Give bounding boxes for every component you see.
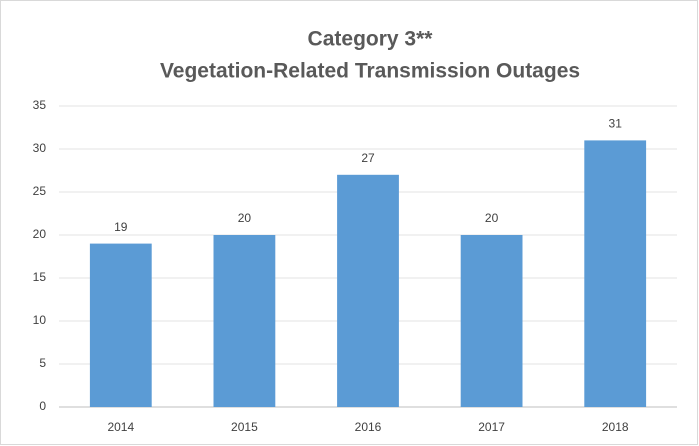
chart-title: Vegetation-Related Transmission Outages	[160, 60, 580, 83]
data-label: 20	[485, 211, 499, 225]
x-tick-label: 2014	[107, 420, 134, 434]
x-tick-label: 2015	[231, 420, 258, 434]
bar	[213, 235, 276, 407]
x-tick-label: 2018	[602, 420, 629, 434]
bar	[460, 235, 523, 407]
y-tick-label: 0	[39, 399, 46, 413]
y-tick-label: 15	[33, 270, 47, 284]
y-tick-label: 10	[33, 313, 47, 327]
data-label: 31	[609, 117, 623, 131]
y-tick-label: 25	[33, 184, 47, 198]
bar	[584, 140, 647, 407]
y-tick-label: 5	[39, 356, 46, 370]
data-label: 20	[238, 211, 252, 225]
x-tick-label: 2016	[355, 420, 382, 434]
chart-title: Category 3**	[308, 28, 434, 51]
y-tick-label: 20	[33, 227, 47, 241]
y-tick-label: 35	[33, 98, 47, 112]
data-label: 19	[114, 220, 128, 234]
y-tick-label: 30	[33, 141, 47, 155]
bar	[89, 243, 152, 407]
bar	[337, 174, 399, 407]
x-tick-label: 2017	[478, 420, 505, 434]
data-label: 27	[361, 151, 375, 165]
